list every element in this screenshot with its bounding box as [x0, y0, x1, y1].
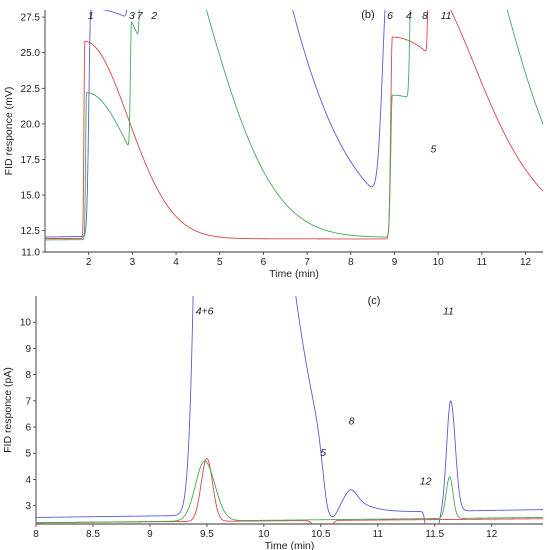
peak-label: 8 [349, 415, 355, 427]
peak-label: 1 [88, 10, 94, 22]
y-tick-label: 7 [25, 396, 31, 407]
y-tick-label: 27.5 [21, 13, 41, 24]
series-line-2 [45, 10, 543, 241]
x-tick-label: 11.5 [425, 529, 444, 540]
panel-label: (b) [361, 9, 374, 21]
y-tick-label: 3 [25, 501, 31, 512]
y-tick-label: 12.5 [21, 226, 41, 237]
series-line-1 [36, 458, 543, 524]
x-tick-label: 10 [258, 529, 270, 540]
peak-label: 2 [150, 10, 157, 22]
peak-label: 12 [420, 476, 432, 488]
x-tick-label: 12 [520, 257, 532, 268]
series-group [36, 296, 543, 524]
series-line-0 [36, 296, 543, 524]
x-tick-label: 11 [477, 257, 488, 268]
peak-label: 5 [320, 447, 326, 459]
y-tick-label: 10 [20, 318, 32, 329]
y-tick-label: 6 [25, 423, 31, 434]
y-tick-label: 8 [25, 370, 31, 381]
y-tick-label: 11.0 [21, 248, 40, 259]
y-tick-label: 22.5 [21, 84, 41, 95]
x-tick-label: 11 [373, 529, 384, 540]
peak-label: 8 [422, 10, 428, 22]
y-tick-label: 9 [25, 344, 31, 355]
x-tick-label: 10.5 [311, 529, 331, 540]
x-tick-label: 5 [217, 257, 223, 268]
x-tick-label: 2 [86, 257, 92, 268]
peak-label: 7 [137, 10, 144, 22]
peak-label: 3 [129, 10, 135, 22]
y-tick-label: 4 [25, 475, 31, 486]
chart-panel-b: 2 3 4 5 6 7 8 9 10 11 1211.012.515.017.520.022.525… [3, 9, 543, 280]
x-tick-label: 8 [348, 257, 354, 268]
y-tick-label: 5 [25, 449, 31, 460]
peak-label: 4+6 [196, 305, 214, 317]
peak-label: 5 [430, 143, 436, 155]
x-tick-label: 9.5 [200, 529, 214, 540]
y-tick-label: 15.0 [21, 191, 41, 202]
panel-label: (c) [368, 295, 381, 307]
series-line-2 [36, 460, 543, 524]
x-tick-label: 6 [261, 257, 267, 268]
peak-label: 11 [441, 10, 452, 22]
x-tick-label: 9 [147, 529, 153, 540]
x-tick-label: 8 [33, 529, 39, 540]
y-tick-label: 20.0 [21, 119, 41, 130]
x-tick-label: 10 [433, 257, 445, 268]
x-axis-label: Time (min) [269, 268, 319, 280]
y-tick-label: 17.5 [21, 155, 41, 166]
series-group [45, 10, 543, 241]
x-axis-label: Time (min) [265, 540, 315, 550]
x-tick-label: 9 [392, 257, 398, 268]
y-axis-label: FID responce (pA) [2, 367, 14, 453]
series-line-0 [45, 10, 386, 238]
x-tick-label: 12 [486, 529, 498, 540]
y-axis-label: FID responce (mV) [3, 87, 15, 176]
y-tick-label: 25.0 [21, 48, 41, 59]
peak-label: 11 [443, 305, 454, 317]
x-tick-label: 3 [130, 257, 136, 268]
x-tick-label: 4 [173, 257, 179, 268]
peak-label: 4 [406, 10, 412, 22]
x-tick-label: 8.5 [86, 529, 100, 540]
peak-label: 6 [387, 10, 393, 22]
x-tick-label: 7 [304, 257, 310, 268]
series-line-1 [45, 10, 543, 240]
